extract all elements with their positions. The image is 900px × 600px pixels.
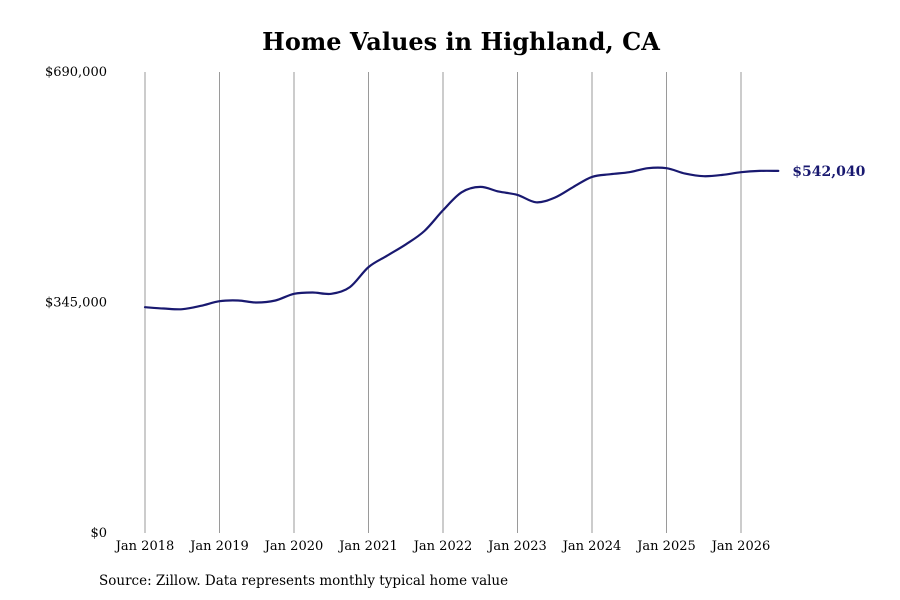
x-tick-label: Jan 2019: [188, 539, 249, 554]
data-point: [423, 230, 425, 232]
x-tick-label: Jan 2025: [635, 539, 696, 554]
data-point: [181, 308, 183, 310]
data-point: [516, 194, 518, 196]
data-point: [274, 299, 276, 301]
y-tick-label: $690,000: [45, 65, 107, 80]
data-point: [312, 291, 314, 293]
x-tick-label: Jan 2021: [337, 539, 398, 554]
data-point: [628, 171, 630, 173]
x-tick-label: Jan 2023: [486, 539, 547, 554]
last-value-label: $542,040: [792, 164, 865, 180]
data-point: [665, 167, 667, 169]
data-point: [759, 170, 761, 172]
y-tick-label: $0: [90, 526, 107, 541]
data-point: [442, 209, 444, 211]
data-point: [535, 201, 537, 203]
data-point: [591, 176, 593, 178]
data-point: [349, 286, 351, 288]
data-point: [144, 306, 146, 308]
x-tick-label: Jan 2026: [710, 539, 771, 554]
data-point: [163, 307, 165, 309]
x-tick-label: Jan 2020: [263, 539, 324, 554]
data-point: [721, 174, 723, 176]
data-point: [218, 300, 220, 302]
data-point: [703, 175, 705, 177]
data-point: [572, 186, 574, 188]
data-point: [684, 173, 686, 175]
data-point: [256, 301, 258, 303]
data-point: [200, 305, 202, 307]
data-point: [610, 173, 612, 175]
data-point: [479, 186, 481, 188]
chart-source: Source: Zillow. Data represents monthly …: [99, 573, 509, 589]
data-point: [554, 197, 556, 199]
x-tick-label: Jan 2018: [114, 539, 175, 554]
data-point: [237, 299, 239, 301]
data-point: [367, 266, 369, 268]
x-tick-label: Jan 2024: [561, 539, 622, 554]
data-point: [293, 293, 295, 295]
y-tick-label: $345,000: [45, 296, 107, 311]
data-point: [498, 191, 500, 193]
data-point: [647, 167, 649, 169]
data-point: [461, 191, 463, 193]
data-point: [777, 170, 779, 172]
series-line: [143, 166, 780, 311]
chart-title: Home Values in Highland, CA: [262, 27, 660, 56]
data-point: [386, 255, 388, 257]
data-point: [740, 171, 742, 173]
data-point: [330, 293, 332, 295]
data-point: [405, 243, 407, 245]
x-tick-label: Jan 2022: [412, 539, 473, 554]
